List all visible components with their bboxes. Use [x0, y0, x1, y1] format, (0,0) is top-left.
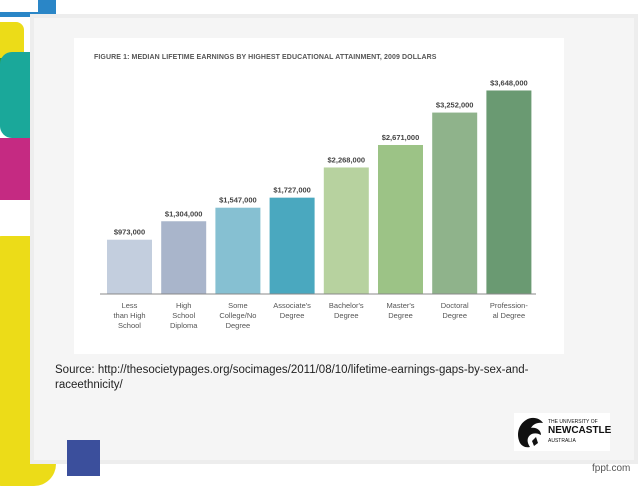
- data-label: $2,671,000: [382, 133, 420, 142]
- bar: [107, 239, 152, 294]
- category-label: Degree: [442, 311, 467, 320]
- bar: [269, 197, 315, 294]
- data-label: $2,268,000: [328, 155, 366, 164]
- category-label: Bachelor's: [329, 301, 364, 310]
- navy-square-shape: [67, 440, 100, 476]
- data-label: $3,252,000: [436, 101, 474, 110]
- data-label: $973,000: [114, 228, 145, 237]
- category-label: School: [118, 321, 141, 330]
- category-label: High: [176, 301, 191, 310]
- logo-line-2: NEWCASTLE: [548, 425, 612, 436]
- category-label: Less: [122, 301, 138, 310]
- bar: [215, 207, 261, 294]
- category-label: Associate's: [273, 301, 311, 310]
- chart-figure: FIGURE 1: MEDIAN LIFETIME EARNINGS BY HI…: [74, 38, 564, 354]
- category-label: Degree: [226, 321, 251, 330]
- chart-title: FIGURE 1: MEDIAN LIFETIME EARNINGS BY HI…: [94, 54, 437, 61]
- blue-corner-shape: [38, 0, 56, 18]
- data-label: $1,547,000: [219, 196, 257, 205]
- source-citation: Source: http://thesocietypages.org/socim…: [55, 364, 529, 391]
- category-label: Profession-: [490, 301, 528, 310]
- seahorse-logo-icon: [518, 417, 543, 448]
- category-label: Degree: [334, 311, 359, 320]
- category-label: Master's: [386, 301, 414, 310]
- bar: [161, 221, 207, 294]
- bar: [323, 167, 369, 294]
- logo-line-1: THE UNIVERSITY OF: [548, 419, 598, 425]
- category-label: al Degree: [493, 311, 526, 320]
- bar: [486, 90, 532, 294]
- data-label: $1,727,000: [273, 186, 311, 195]
- university-logo: THE UNIVERSITY OF NEWCASTLE AUSTRALIA: [514, 413, 612, 451]
- bar: [432, 112, 478, 294]
- category-label: Degree: [388, 311, 413, 320]
- data-label: $3,648,000: [490, 78, 528, 87]
- data-label: $1,304,000: [165, 209, 203, 218]
- category-label: Diploma: [170, 321, 198, 330]
- category-label: Degree: [280, 311, 305, 320]
- category-label: College/No: [219, 311, 256, 320]
- bar: [378, 144, 423, 294]
- logo-line-3: AUSTRALIA: [548, 438, 576, 444]
- category-label: Some: [228, 301, 248, 310]
- category-label: than High: [113, 311, 145, 320]
- category-label: Doctoral: [441, 301, 469, 310]
- watermark: fppt.com: [592, 463, 631, 474]
- category-label: School: [172, 311, 195, 320]
